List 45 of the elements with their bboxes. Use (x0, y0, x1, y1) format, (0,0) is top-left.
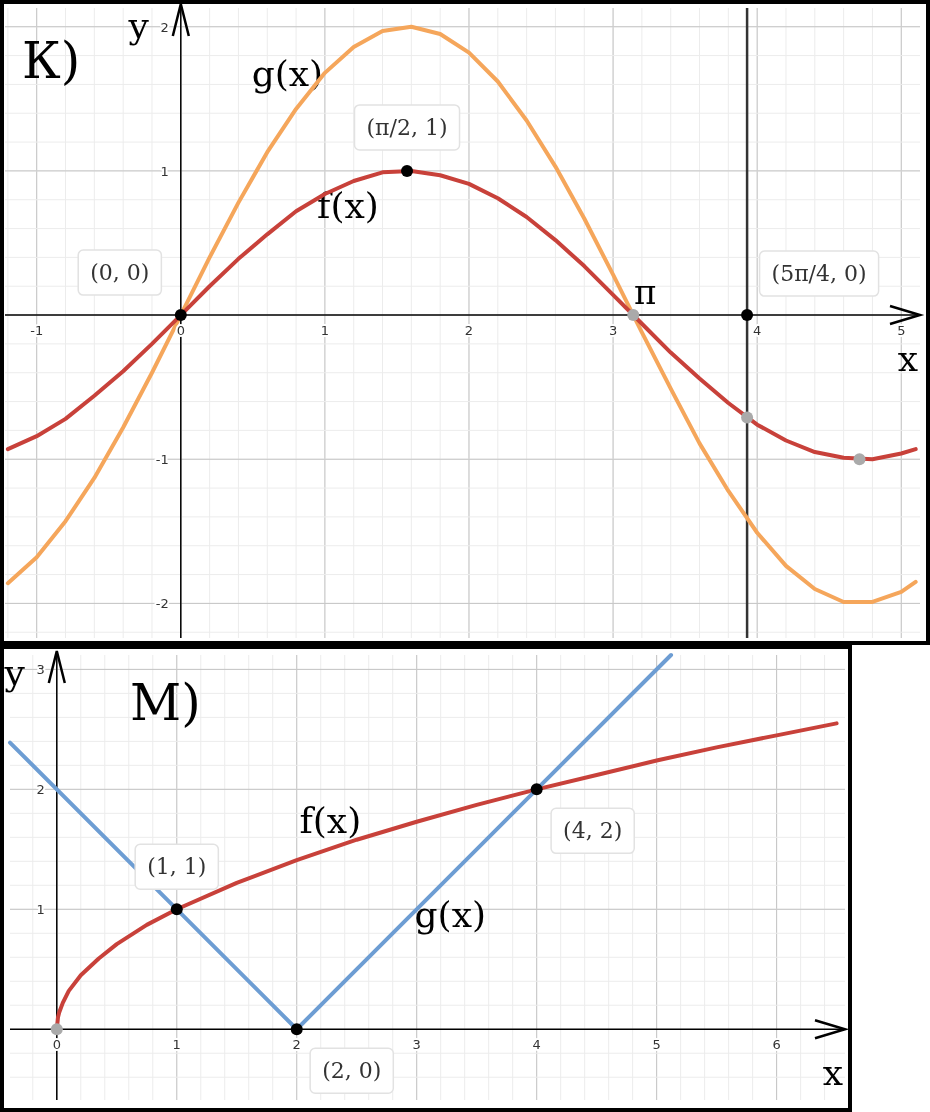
x-axis-title: x (897, 338, 919, 380)
series-label: f(x) (317, 184, 379, 226)
x-tick-label: 5 (897, 323, 906, 339)
chart-title: М) (130, 674, 201, 732)
point (853, 453, 866, 466)
point (741, 411, 754, 424)
annotation: (5π/4, 0) (771, 261, 867, 287)
annotation: (4, 2) (563, 818, 623, 844)
x-tick-label: 6 (772, 1037, 781, 1053)
point (50, 1023, 63, 1036)
y-tick-label: -1 (155, 452, 169, 468)
x-tick-label: 2 (464, 323, 474, 339)
x-tick-label: 2 (292, 1037, 301, 1053)
point (401, 164, 414, 177)
text: К) (22, 32, 81, 90)
y-tick-label: -2 (155, 596, 169, 612)
point (741, 309, 754, 322)
x-tick-label: 1 (320, 323, 330, 339)
annotation: (0, 0) (90, 260, 150, 286)
y-tick-label: 3 (36, 662, 45, 678)
y-tick-label: 2 (36, 782, 45, 798)
x-tick-label: 3 (412, 1037, 421, 1053)
y-tick-label: 1 (160, 163, 169, 179)
point (170, 903, 183, 916)
x-tick-label: 5 (652, 1037, 661, 1053)
point (530, 783, 543, 796)
y-axis-title: y (3, 652, 26, 693)
point (627, 309, 640, 322)
annotation: (π/2, 1) (366, 114, 448, 140)
annotation: π (634, 272, 657, 313)
x-tick-label: 1 (172, 1037, 181, 1053)
x-tick-label: 4 (753, 323, 762, 339)
y-axis-title: y (127, 5, 150, 46)
annotation: (1, 1) (147, 854, 207, 880)
annotation: (2, 0) (322, 1058, 382, 1084)
y-tick-label: 2 (160, 19, 169, 35)
point (290, 1023, 303, 1036)
x-tick-label: 4 (532, 1037, 541, 1053)
point (174, 309, 187, 322)
y-tick-label: 1 (36, 902, 45, 918)
series-label: f(x) (299, 799, 362, 841)
series-label: g(x) (414, 894, 487, 936)
x-axis-title: x (822, 1052, 844, 1094)
x-tick-label: 3 (608, 323, 618, 339)
series-label: g(x) (251, 53, 324, 95)
